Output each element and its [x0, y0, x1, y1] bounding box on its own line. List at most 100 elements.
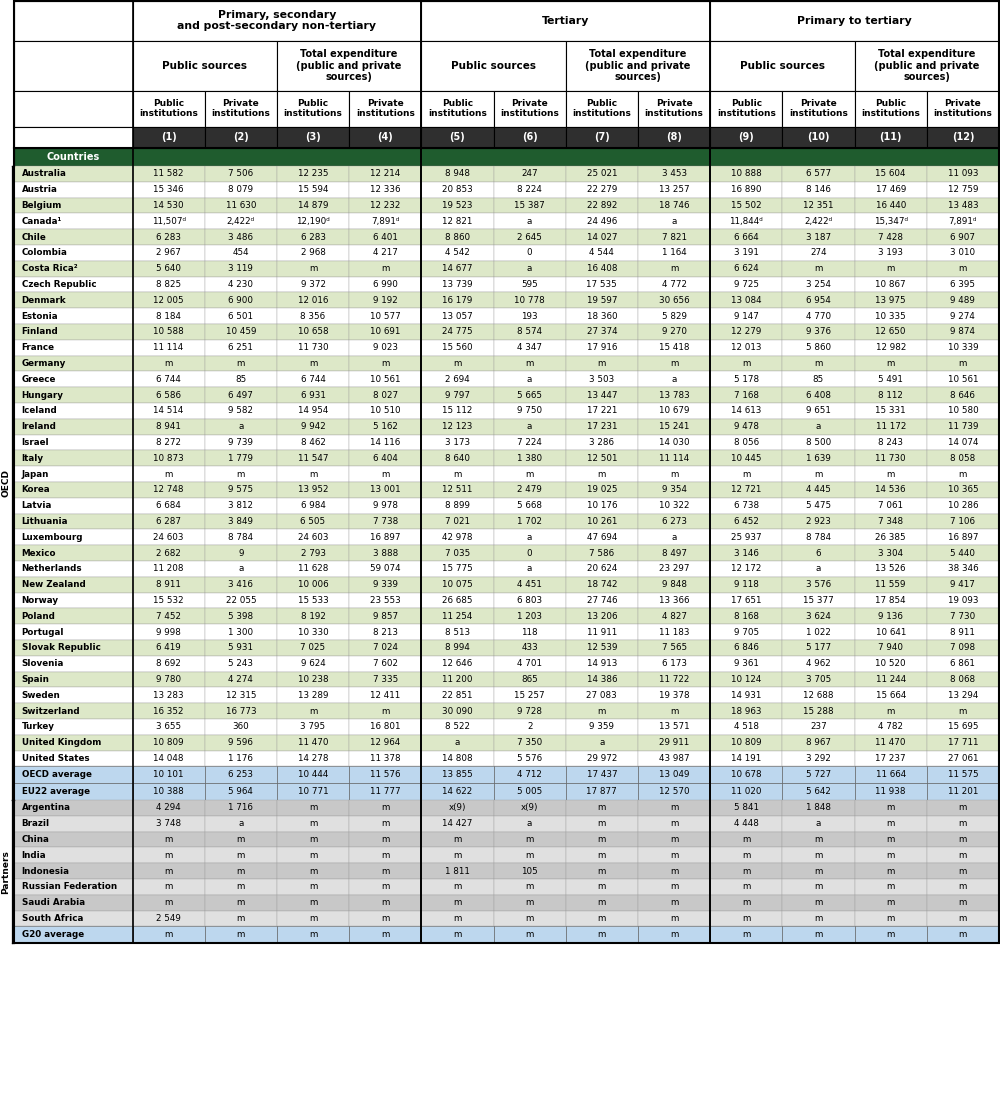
Bar	[927, 372, 999, 387]
Text: m: m	[381, 866, 389, 876]
Text: m: m	[814, 883, 823, 892]
Bar	[710, 655, 782, 672]
Text: 13 483: 13 483	[948, 201, 978, 210]
Bar	[855, 450, 927, 466]
Bar	[14, 561, 132, 577]
Bar	[277, 324, 349, 339]
Bar	[927, 735, 999, 751]
Bar	[349, 466, 421, 482]
Text: 11 201: 11 201	[948, 787, 978, 796]
Bar	[855, 324, 927, 339]
Text: 8 056: 8 056	[734, 438, 759, 447]
Bar	[710, 800, 782, 816]
Bar	[566, 324, 638, 339]
Bar	[566, 276, 638, 293]
Text: OECD average: OECD average	[22, 771, 91, 780]
Text: Primary, secondary
and post-secondary non-tertiary: Primary, secondary and post-secondary no…	[177, 10, 376, 31]
Bar	[205, 609, 277, 624]
Text: a: a	[671, 375, 677, 384]
Bar	[349, 372, 421, 387]
Text: Brazil: Brazil	[22, 820, 50, 828]
Bar	[132, 419, 205, 435]
Text: 105: 105	[521, 866, 538, 876]
Bar	[205, 816, 277, 832]
Bar	[855, 624, 927, 640]
Text: 247: 247	[521, 170, 538, 179]
Bar	[494, 624, 566, 640]
Text: 13 289: 13 289	[298, 691, 328, 700]
Text: 8 941: 8 941	[156, 423, 181, 431]
Text: Turkey: Turkey	[22, 722, 54, 732]
Text: 8 522: 8 522	[445, 722, 470, 732]
Text: 3 193: 3 193	[878, 248, 903, 257]
Bar	[638, 450, 710, 466]
Bar	[205, 640, 277, 655]
Text: m: m	[309, 264, 317, 273]
Bar	[277, 276, 349, 293]
Bar	[421, 688, 494, 703]
Bar	[277, 577, 349, 592]
Bar	[14, 546, 132, 561]
Bar	[349, 529, 421, 546]
Text: 9 359: 9 359	[589, 722, 614, 732]
Bar	[782, 261, 855, 276]
Text: 10 641: 10 641	[876, 628, 906, 637]
Bar	[205, 498, 277, 513]
Bar	[566, 261, 638, 276]
Text: 6 251: 6 251	[228, 343, 253, 353]
Text: 11 200: 11 200	[442, 675, 473, 684]
Text: 29 972: 29 972	[587, 754, 617, 763]
Text: 10 809: 10 809	[731, 739, 762, 747]
Bar	[638, 546, 710, 561]
Text: m: m	[598, 469, 606, 479]
Bar	[277, 498, 349, 513]
Bar	[421, 126, 494, 147]
Bar	[927, 783, 999, 800]
Bar	[855, 735, 927, 751]
Bar	[277, 703, 349, 719]
Bar	[494, 324, 566, 339]
Text: 5 162: 5 162	[373, 423, 398, 431]
Text: 12 411: 12 411	[370, 691, 400, 700]
Bar	[277, 926, 349, 943]
Text: m: m	[381, 706, 389, 715]
Text: 6 954: 6 954	[806, 296, 831, 305]
Bar	[494, 245, 566, 261]
Text: m: m	[381, 803, 389, 813]
Bar	[277, 751, 349, 766]
Text: 14 030: 14 030	[659, 438, 689, 447]
Text: 1 848: 1 848	[806, 803, 831, 813]
Bar	[205, 783, 277, 800]
Text: 6 408: 6 408	[806, 390, 831, 399]
Bar	[927, 356, 999, 372]
Text: Denmark: Denmark	[22, 296, 66, 305]
Text: m: m	[887, 820, 895, 828]
Bar	[638, 910, 710, 926]
Text: m: m	[309, 898, 317, 907]
Text: 4 827: 4 827	[662, 612, 687, 621]
Text: m: m	[525, 835, 534, 844]
Text: 4 448: 4 448	[734, 820, 759, 828]
Bar	[566, 832, 638, 847]
Bar	[855, 41, 999, 91]
Text: 15 502: 15 502	[731, 201, 762, 210]
Bar	[349, 197, 421, 213]
Bar	[782, 197, 855, 213]
Text: Japan: Japan	[22, 469, 49, 479]
Text: 10 679: 10 679	[659, 406, 689, 416]
Text: m: m	[814, 898, 823, 907]
Bar	[782, 435, 855, 450]
Text: 14 386: 14 386	[587, 675, 617, 684]
Text: 6 624: 6 624	[734, 264, 759, 273]
Bar	[855, 592, 927, 609]
Text: 360: 360	[232, 722, 249, 732]
Bar	[494, 261, 566, 276]
Text: Public
institutions: Public institutions	[139, 99, 198, 119]
Bar	[132, 513, 205, 529]
Bar	[349, 230, 421, 245]
Bar	[855, 356, 927, 372]
Text: 14 116: 14 116	[370, 438, 400, 447]
Text: Private
institutions: Private institutions	[500, 99, 559, 119]
Bar	[277, 450, 349, 466]
Bar	[638, 655, 710, 672]
